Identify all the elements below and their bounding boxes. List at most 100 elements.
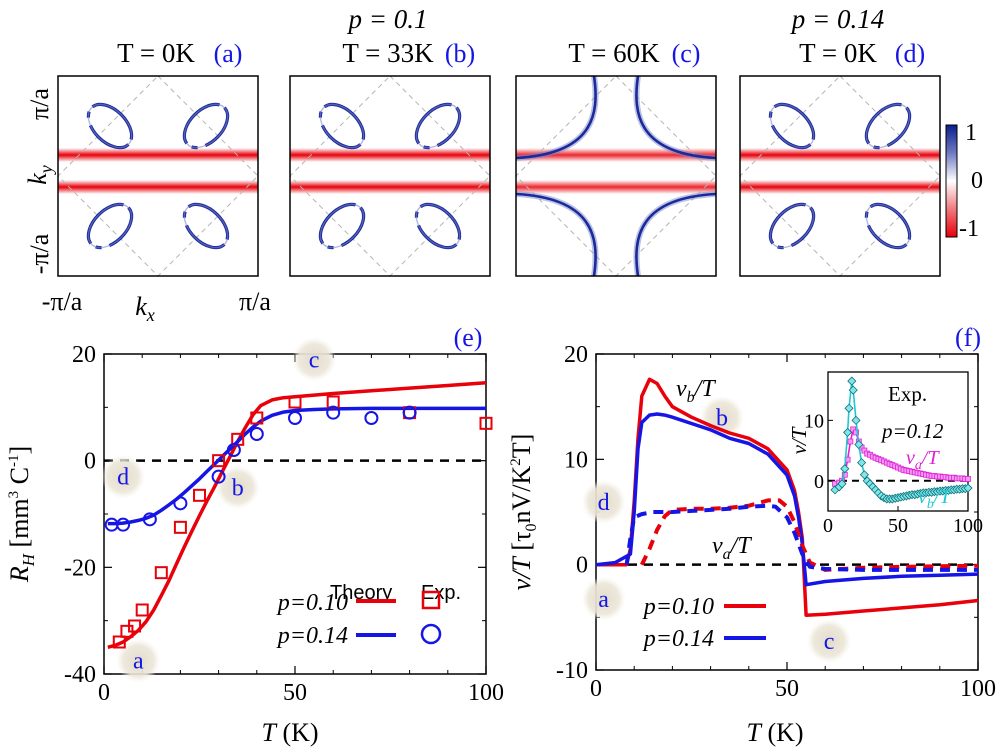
panel-temperature-title: T = 0K [117,38,195,68]
x-tick-label: 100 [468,680,504,706]
inset-nu-a-point [847,438,854,445]
x-tick-label: 50 [775,676,799,702]
nu-b-label: νb/T [676,376,716,406]
exp-square-point [479,416,493,430]
y-label-part: C [5,467,34,491]
exp-square-point [173,520,187,534]
label-part: ν [906,447,915,469]
y-label-part: T] [507,434,536,459]
red-band-1 [516,180,716,194]
y-label-part: 3 [6,491,22,499]
exp-square-point [135,603,149,617]
panel-background [58,76,258,276]
inset-y-axis-label: ν/T [787,426,811,454]
label-part: ν [918,486,927,508]
exp-circle-point [142,512,157,527]
state-label-c-highlight [292,337,337,382]
inset-x-tick-label: 100 [953,515,983,537]
inset-nu-b-point [840,464,850,474]
inset-nu-b-label: νb/T [918,486,952,512]
inset-nu-a-point [853,429,859,436]
fermi-surface-panels: T = 0K (a) p = 0.1 T = 33K (b) T = 60K (c) p = … [57,4,941,277]
y-label-part: 0 [523,523,540,531]
y-tick-label: 10 [564,447,588,473]
hole-pocket-shadow-1 [415,103,461,149]
y-label-part: H [19,552,38,567]
colorbar-tick-low: -1 [959,216,979,242]
exp-square-point [154,566,168,580]
hole-pocket-shadow-2 [319,203,365,249]
hole-pocket-shadow-2 [769,203,815,249]
y-tick-label: -10 [556,658,588,684]
panel-doping-title: p = 0.1 [347,4,428,34]
panel-tag: (f) [955,323,981,352]
panel-a: T = 0K (a) [57,38,259,277]
inset-nu-b-point [844,403,854,413]
red-band-0 [516,148,716,162]
y-tick-label: 20 [72,342,96,368]
state-label-c: c [309,347,320,373]
exp-circle-point [402,405,417,420]
y-tick-label: 0 [84,449,96,475]
label-part: /T [933,486,953,508]
large-fermi-surface-1 [635,75,717,160]
state-label-c-highlight [807,618,852,663]
legend-p14-label: p=0.14 [642,626,714,652]
state-label-b: b [232,475,244,501]
x-label-unit: (K) [761,718,804,747]
label-part: /T [729,533,753,559]
panel-frame [289,75,491,277]
exp-circle-point [249,427,264,441]
x-tick-label: 50 [283,680,307,706]
exp-circle-point [326,405,341,420]
red-band-1 [740,180,940,194]
exp-square-point [212,454,226,468]
state-label-a-highlight [116,638,161,683]
panel-frame [739,75,941,277]
colorbar-tick-high: 1 [965,120,977,146]
large-fermi-surface-3 [635,192,717,277]
panel-background [516,76,716,276]
large-fermi-surface-0 [515,75,597,160]
theory-curve-1 [107,406,486,526]
inset-nu-b-point [837,479,847,489]
hole-pocket-shadow-3 [183,203,229,249]
exp-square-point [112,635,126,649]
exp-circle-point [173,496,188,511]
nu-a-curve-3 [624,503,978,572]
inset-x-tick-label: 0 [823,515,833,537]
nu-a-label: νa/T [712,533,752,563]
red-band-0 [740,148,940,162]
label-part: a [723,546,731,563]
panel-temperature-title: T = 0K [799,38,877,68]
legend-p10-marker [421,590,441,610]
inset-title: Exp. [888,382,927,406]
hole-pocket-shadow-1 [865,103,911,149]
x-label-unit: (K) [276,718,319,747]
y-tick-label: 20 [564,342,588,368]
inset-nu-b-point [963,483,973,493]
hole-pocket-shadow-3 [415,203,461,249]
exp-circle-point [226,443,241,457]
hall-coefficient-chart: 0 50 100 -40 -20 0 20 a b c d RH [mm3 C-1] T (K) (e) T… [5,323,504,747]
inset-nu-b-point [851,415,861,425]
state-label-d: d [117,465,129,491]
panel-frame [57,75,259,277]
state-label-d: d [598,490,610,516]
exp-circle-point [211,469,226,484]
inset-nu-b-point [847,376,857,386]
panel-temperature-title: T = 60K [568,38,660,68]
x-label-symbol: T [261,718,277,747]
y-label-part: [τ [507,531,536,557]
inset-nu-b-point [859,470,869,480]
label-part: a [915,458,922,473]
exp-square-point [193,488,206,502]
inset-nu-a-label: νa/T [906,447,940,473]
inset-y-tick-label: 0 [814,471,824,493]
state-label-b-highlight [215,465,260,510]
y-axis-label: RH [mm3 C-1] [5,446,38,583]
hole-pocket-shadow-0 [769,103,815,149]
kx-axis-label: kx [135,292,155,325]
